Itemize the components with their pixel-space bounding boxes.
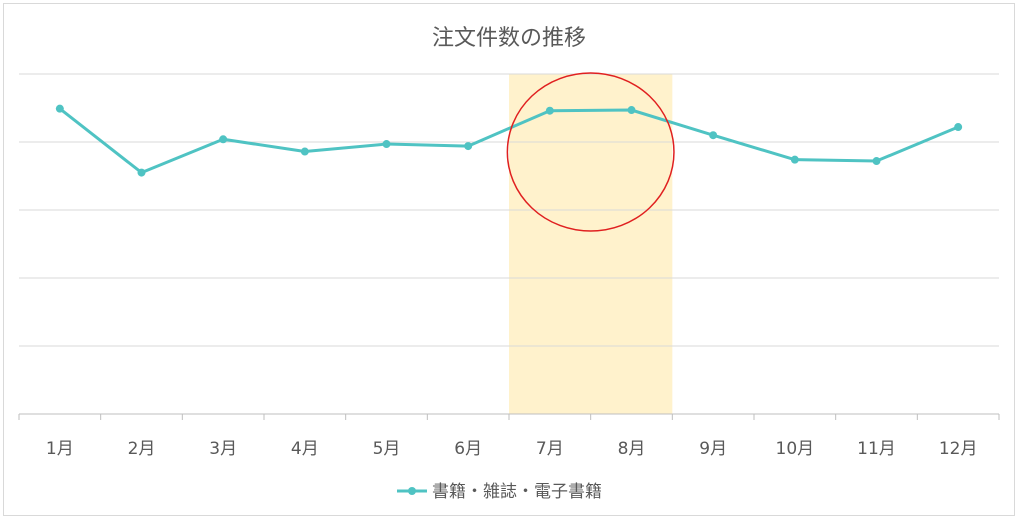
gridlines [19,73,999,347]
data-point [790,155,799,164]
x-tick-label: 5月 [373,439,401,459]
chart-title: 注文件数の推移 [432,26,586,51]
series-layer [55,104,963,177]
data-point [137,168,146,177]
highlight-layer [509,74,673,414]
data-point [300,147,309,156]
data-point [709,131,718,140]
data-point [545,106,554,115]
x-tick-label: 12月 [939,439,978,459]
x-tick-label: 4月 [291,439,319,459]
x-tick-label: 1月 [46,439,74,459]
x-tick-label: 6月 [454,439,482,459]
series-line [58,107,959,175]
data-point [627,106,636,115]
x-tick-label: 8月 [618,439,646,459]
x-tick-label: 3月 [209,439,237,459]
x-tick-label: 11月 [857,439,896,459]
x-tick-label: 2月 [128,439,156,459]
data-point [55,104,64,113]
data-point [219,135,228,144]
x-tick-label: 10月 [776,439,815,459]
highlight-band [509,74,673,414]
highlight-circle [506,72,675,232]
annotation-layer [506,72,675,232]
legend: 書籍・雑誌・電子書籍 [397,482,602,502]
data-point [382,140,391,149]
data-point [872,157,881,166]
data-point [954,123,963,132]
x-tick-label: 9月 [699,439,727,459]
x-tick-label: 7月 [536,439,564,459]
legend-dot-marker [408,487,416,495]
legend-label: 書籍・雑誌・電子書籍 [432,482,602,502]
x-axis: 1月 2月 3月 4月 5月 6月 7月 8月 9月 10月 11月 12月 [18,413,1000,459]
data-point [464,142,473,151]
